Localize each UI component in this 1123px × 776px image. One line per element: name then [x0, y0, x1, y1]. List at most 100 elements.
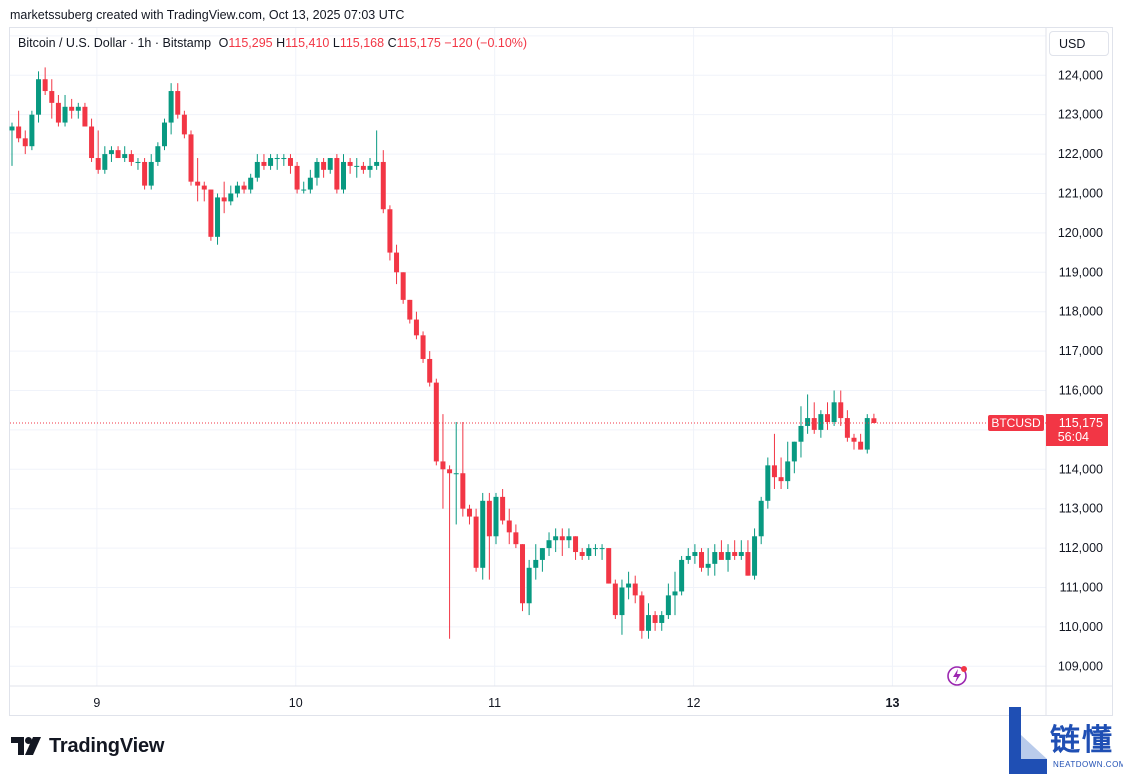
y-tick-label: 121,000	[1058, 186, 1103, 200]
tradingview-logo[interactable]: TradingView	[11, 734, 164, 758]
y-tick-label: 122,000	[1058, 147, 1103, 161]
price-tag-countdown: 56:04	[1058, 430, 1089, 444]
y-tick-label: 112,000	[1059, 541, 1103, 555]
candle-body	[287, 158, 293, 166]
y-tick-label: 120,000	[1058, 226, 1103, 240]
candle-body	[447, 469, 453, 474]
legend-close-key: C	[387, 36, 397, 50]
candle-body	[69, 106, 75, 111]
candle-body	[612, 583, 618, 616]
chart-legend: Bitcoin / U.S. Dollar · 1h · Bitstamp O1…	[18, 36, 527, 50]
candle-body	[108, 150, 114, 155]
legend-open: 115,295	[228, 36, 273, 50]
candle-body	[864, 418, 870, 450]
candle-body	[228, 193, 234, 202]
candle-body	[480, 500, 486, 568]
candle-body	[201, 185, 207, 190]
candle-body	[221, 197, 227, 202]
candle-body	[486, 500, 492, 537]
lightning-icon-bolt	[953, 669, 961, 683]
candle-body	[791, 441, 797, 462]
candle-body	[360, 165, 366, 170]
candle-body	[347, 161, 353, 166]
candle-body	[579, 552, 585, 556]
candle-body	[685, 555, 691, 560]
price-tag	[1046, 413, 1108, 446]
candle-body	[718, 552, 724, 560]
y-tick-label: 113,000	[1059, 502, 1103, 516]
legend-ohlc: O115,295 H115,410 L115,168 C115,175 −120…	[219, 36, 527, 50]
candle-body	[440, 461, 446, 470]
y-tick-label: 117,000	[1059, 344, 1103, 358]
symbol-tag-text: BTCUSD	[991, 416, 1041, 430]
candle-body	[844, 418, 850, 438]
candle-body	[506, 520, 512, 533]
legend-close: 115,175	[396, 36, 441, 50]
candle-body	[493, 496, 499, 537]
candle-body	[811, 418, 817, 430]
legend-high: 115,410	[285, 36, 330, 50]
y-tick-label: 114,000	[1059, 462, 1103, 476]
y-tick-label: 109,000	[1058, 659, 1103, 673]
y-tick-label: 110,000	[1059, 620, 1103, 634]
candle-body	[539, 548, 545, 560]
candle-body	[400, 272, 406, 300]
candle-body	[16, 126, 22, 139]
currency-button[interactable]: USD	[1049, 31, 1109, 56]
candle-body	[155, 146, 161, 162]
candle-body	[367, 165, 373, 170]
candle-body	[321, 161, 327, 170]
candle-body	[115, 150, 121, 159]
candle-body	[805, 418, 811, 426]
candle-body	[586, 548, 592, 556]
candle-body	[208, 189, 214, 237]
grid-lines	[10, 28, 1046, 686]
candle-body	[785, 461, 791, 482]
x-tick-label: 9	[93, 696, 100, 710]
overlay-layer	[947, 666, 967, 686]
candle-body	[692, 552, 698, 556]
candle-body	[871, 418, 877, 423]
tradingview-logo-text: TradingView	[49, 734, 165, 757]
candle-body	[82, 106, 88, 127]
y-tick-label: 111,000	[1060, 580, 1103, 594]
y-tick-label: 118,000	[1059, 305, 1103, 319]
symbol-tag	[988, 414, 1044, 431]
legend-symbol: Bitcoin / U.S. Dollar · 1h · Bitstamp	[18, 36, 212, 50]
candle-body	[341, 161, 346, 190]
candle-body	[699, 552, 705, 568]
candle-body	[122, 154, 128, 159]
candle-body	[42, 79, 48, 92]
watermark-en: NEATDOWN.COM	[1053, 760, 1123, 769]
candle-body	[645, 615, 651, 631]
legend-high-key: H	[276, 36, 286, 50]
candle-body	[513, 532, 519, 545]
candle-body	[818, 414, 824, 430]
candle-body	[712, 552, 718, 564]
candle-body	[29, 114, 35, 147]
candle-body	[798, 425, 804, 442]
candle-body	[546, 540, 552, 549]
candle-body	[380, 161, 386, 210]
candle-body	[75, 106, 81, 111]
candle-body	[592, 548, 598, 550]
candle-body	[261, 161, 267, 166]
y-tick-label: 119,000	[1059, 265, 1103, 279]
lightning-icon	[947, 666, 967, 686]
candle-body	[771, 465, 777, 478]
legend-open-key: O	[218, 36, 229, 50]
candle-body	[606, 548, 612, 584]
candle-body	[851, 437, 857, 442]
candle-body	[294, 165, 300, 190]
candle-body	[732, 552, 738, 556]
candle-body	[619, 587, 625, 616]
candle-body	[314, 161, 320, 178]
candle-body	[307, 177, 313, 190]
tradingview-logo-icon	[11, 737, 41, 755]
candle-body	[22, 138, 28, 147]
candle-body	[36, 79, 42, 115]
candle-body	[49, 91, 55, 103]
candle-body	[55, 102, 61, 123]
y-tick-label: 124,000	[1058, 68, 1103, 82]
